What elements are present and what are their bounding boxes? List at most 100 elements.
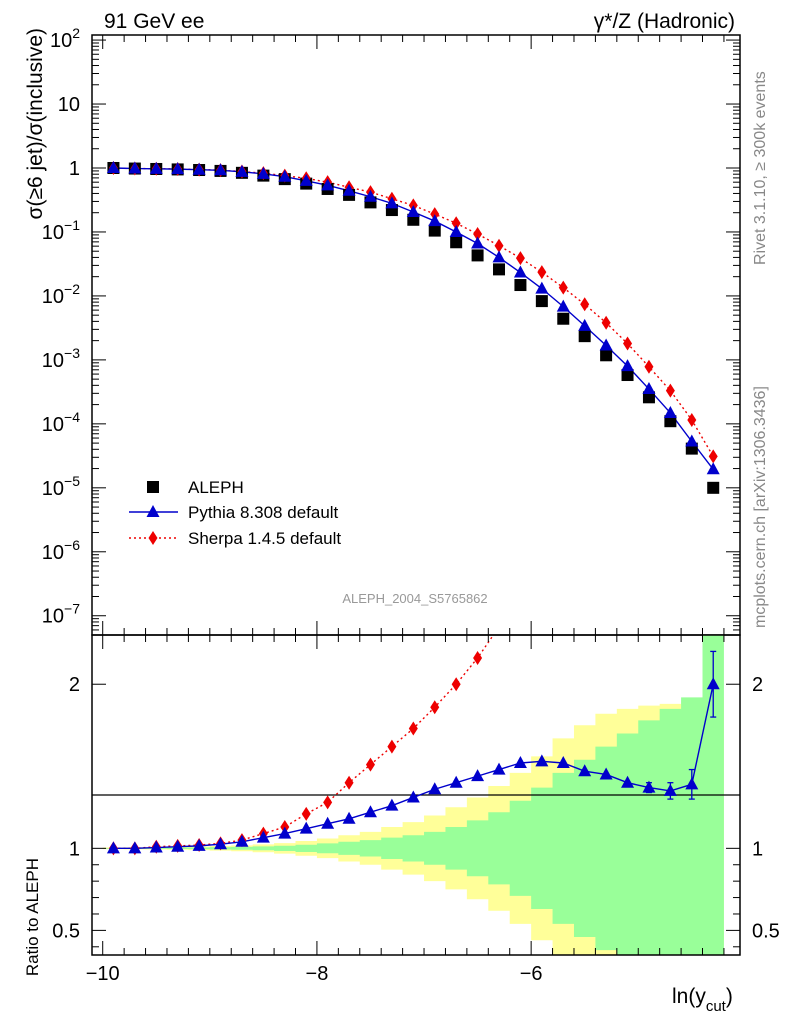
x-axis-title-close: ) bbox=[726, 985, 733, 1008]
pythia-ratio-point bbox=[706, 677, 720, 690]
pythia-ratio-point bbox=[556, 756, 570, 768]
pythia-point bbox=[685, 434, 699, 447]
legend-marker bbox=[148, 531, 158, 545]
pythia-ratio-point bbox=[171, 839, 185, 852]
pythia-ratio-point bbox=[278, 826, 292, 839]
sherpa-point bbox=[473, 226, 483, 241]
tick-label-base: 10 bbox=[42, 350, 64, 372]
pythia-point bbox=[214, 163, 228, 176]
aleph-point bbox=[621, 369, 634, 382]
pythia-ratio-point bbox=[342, 811, 356, 824]
aleph-point bbox=[578, 330, 591, 343]
x-tick-label: −8 bbox=[306, 963, 329, 985]
bottom-panel-ticks bbox=[92, 635, 740, 955]
sherpa-point bbox=[601, 315, 611, 330]
bottom-y-tick-label-right: 1 bbox=[752, 838, 763, 860]
sherpa-ratio-point bbox=[323, 795, 333, 810]
pythia-ratio-point bbox=[256, 830, 270, 843]
bottom-y-tick-label-left: 0.5 bbox=[52, 920, 80, 942]
pythia-ratio-point bbox=[363, 805, 377, 818]
aleph-point bbox=[428, 224, 441, 237]
pythia-ratio-point bbox=[149, 840, 163, 853]
header-left: 91 GeV ee bbox=[104, 10, 204, 33]
header-right: γ*/Z (Hadronic) bbox=[594, 10, 735, 33]
pythia-ratio-point bbox=[621, 775, 635, 788]
sherpa-point bbox=[623, 336, 633, 351]
bottom-panel: 0.5 0.5 1 1 2 2 −10 −8 −6 ln(ycut) bbox=[52, 634, 780, 1015]
pythia-ratio-point bbox=[578, 764, 592, 777]
pythia-ratio-point bbox=[642, 780, 656, 793]
bottom-panel-series bbox=[106, 635, 720, 856]
x-tick-label: −6 bbox=[520, 963, 543, 985]
sherpa-point bbox=[537, 265, 547, 280]
sherpa-point bbox=[708, 449, 718, 464]
aleph-point bbox=[471, 249, 484, 262]
sherpa-point bbox=[515, 251, 525, 266]
legend-label: ALEPH bbox=[188, 478, 244, 497]
sherpa-line bbox=[113, 167, 714, 457]
legend-label: Pythia 8.308 default bbox=[188, 503, 339, 522]
pythia-ratio-point bbox=[449, 775, 463, 788]
tick-label-exponent: −2 bbox=[64, 281, 80, 297]
sherpa-point bbox=[558, 280, 568, 295]
tick-label-base: 10 bbox=[42, 542, 64, 564]
sherpa-point bbox=[665, 383, 675, 398]
aleph-point bbox=[557, 312, 570, 325]
tick-label-exponent: −4 bbox=[64, 409, 80, 425]
tick-label-exponent: −3 bbox=[64, 345, 80, 361]
top-y-axis-title: σ(≥6 jet)/σ(inclusive) bbox=[24, 28, 47, 219]
tick-label-exponent: −7 bbox=[64, 601, 80, 617]
pythia-ratio-point bbox=[321, 816, 335, 829]
x-axis-title-main: ln(y bbox=[672, 985, 706, 1008]
pythia-ratio-point bbox=[128, 841, 142, 854]
tick-label-exponent: −5 bbox=[64, 473, 80, 489]
pythia-ratio-point bbox=[235, 834, 249, 847]
pythia-point bbox=[642, 382, 656, 395]
x-axis-title-sub: cut bbox=[706, 998, 727, 1015]
aleph-point bbox=[514, 279, 527, 292]
bottom-series-clipped bbox=[106, 635, 720, 856]
sherpa-point bbox=[494, 238, 504, 253]
sherpa-point bbox=[580, 297, 590, 312]
pythia-point bbox=[149, 161, 163, 174]
tick-label-exponent: −1 bbox=[64, 217, 80, 233]
legend: ALEPH Pythia 8.308 default Sherpa 1.4.5 de… bbox=[129, 478, 341, 548]
top-y-tick-label: 10−1 bbox=[42, 217, 80, 244]
x-tick-labels: −10 −8 −6 bbox=[86, 963, 543, 985]
pythia-point bbox=[256, 166, 270, 179]
legend-label: Sherpa 1.4.5 default bbox=[188, 529, 341, 548]
pythia-point bbox=[706, 462, 720, 475]
top-y-tick-label: 10−7 bbox=[42, 601, 80, 628]
pythia-point bbox=[321, 178, 335, 191]
pythia-ratio-point bbox=[214, 837, 228, 850]
pythia-point bbox=[578, 318, 592, 331]
legend-marker bbox=[147, 481, 159, 493]
top-y-tick-label: 10−3 bbox=[42, 345, 80, 372]
pythia-ratio-point bbox=[192, 838, 206, 851]
bottom-y-tick-label-right: 2 bbox=[752, 674, 763, 696]
aleph-point bbox=[535, 295, 548, 308]
tick-label-exponent: −6 bbox=[64, 537, 80, 553]
aleph-point bbox=[642, 391, 655, 404]
sherpa-point bbox=[644, 359, 654, 374]
sherpa-ratio-point bbox=[301, 806, 311, 821]
x-axis-title: ln(ycut) bbox=[672, 985, 733, 1015]
pythia-ratio-point bbox=[492, 762, 506, 775]
tick-label-base: 10 bbox=[42, 606, 64, 628]
bottom-y-tick-label-left: 1 bbox=[69, 838, 80, 860]
pythia-point bbox=[342, 183, 356, 196]
pythia-point bbox=[278, 169, 292, 182]
sherpa-ratio-point bbox=[451, 677, 461, 692]
pythia-ratio-point bbox=[385, 798, 399, 811]
legend-marker bbox=[146, 505, 160, 517]
pythia-ratio-point bbox=[428, 782, 442, 795]
tick-label-base: 10 bbox=[42, 414, 64, 436]
sherpa-ratio-point bbox=[408, 721, 418, 736]
pythia-ratio-point bbox=[663, 783, 677, 796]
pythia-point bbox=[663, 405, 677, 418]
uncertainty-bands bbox=[102, 635, 724, 955]
mcplots-label: mcplots.cern.ch [arXiv:1306.3436] bbox=[752, 386, 769, 628]
pythia-point bbox=[535, 281, 549, 294]
top-y-tick-label: 102 bbox=[50, 25, 80, 52]
